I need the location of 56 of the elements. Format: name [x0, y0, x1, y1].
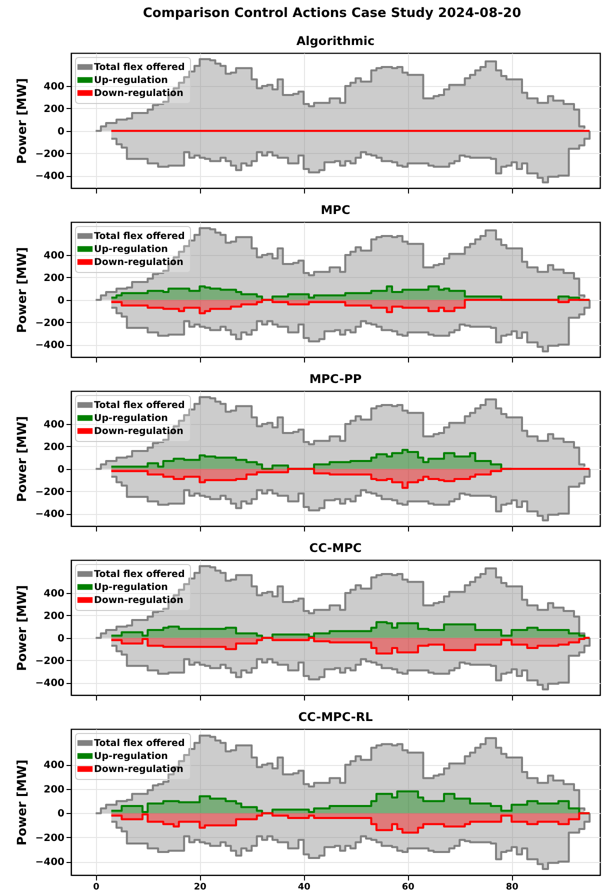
legend-label: Down-regulation: [94, 257, 184, 268]
legend-label: Down-regulation: [94, 595, 184, 606]
legend-label: Total flex offered: [94, 231, 185, 242]
legend-label: Total flex offered: [94, 738, 185, 749]
y-axis-title: Power [MW]: [14, 247, 30, 333]
y-tick-label: 400: [44, 420, 65, 431]
chart-title: Algorithmic: [296, 34, 375, 48]
x-tick-label: 60: [402, 882, 414, 892]
y-tick-label: −200: [35, 148, 65, 160]
y-tick-label: 0: [58, 126, 65, 138]
x-tick-label: 20: [194, 882, 206, 892]
y-tick-label: 200: [44, 442, 65, 453]
chart-title: MPC-PP: [309, 372, 362, 386]
chart-title: MPC: [320, 203, 350, 217]
y-tick-label: 400: [44, 82, 65, 93]
legend-label: Up-regulation: [94, 413, 168, 424]
y-tick-label: 200: [44, 784, 65, 796]
legend-label: Up-regulation: [94, 75, 168, 86]
y-tick-label: −200: [35, 318, 65, 329]
legend-label: Down-regulation: [94, 88, 184, 99]
y-axis-title: Power [MW]: [14, 78, 30, 164]
y-tick-label: 200: [44, 104, 65, 115]
chart-title: CC-MPC-RL: [298, 710, 374, 724]
legend-label: Total flex offered: [94, 569, 185, 580]
y-tick-label: 0: [58, 808, 65, 820]
legend-label: Up-regulation: [94, 582, 168, 593]
x-tick-label: 0: [93, 882, 100, 892]
y-tick-label: 200: [44, 610, 65, 622]
y-tick-label: 400: [44, 760, 65, 772]
chart-title: CC-MPC: [309, 541, 362, 555]
y-tick-label: 0: [58, 295, 65, 306]
y-tick-label: −400: [35, 857, 65, 868]
y-tick-label: 400: [44, 250, 65, 262]
legend-label: Up-regulation: [94, 244, 168, 255]
y-tick-label: −400: [35, 340, 65, 352]
text: Comparison Control Actions Case Study 2024-08-20: [142, 5, 522, 23]
x-tick-label: 40: [298, 882, 310, 892]
y-tick-label: −400: [35, 509, 65, 520]
y-tick-label: −200: [35, 832, 65, 844]
y-tick-label: 200: [44, 272, 65, 284]
legend-label: Up-regulation: [94, 751, 168, 762]
y-tick-label: 400: [44, 588, 65, 600]
y-tick-label: −200: [35, 486, 65, 498]
y-tick-label: 0: [58, 464, 65, 476]
y-tick-label: −200: [35, 656, 65, 667]
y-tick-label: −400: [35, 678, 65, 690]
legend-label: Total flex offered: [94, 62, 185, 73]
y-tick-label: 0: [58, 633, 65, 644]
y-tick-label: −400: [35, 171, 65, 182]
y-axis-title: Power [MW]: [14, 760, 30, 846]
x-tick-label: 80: [506, 882, 518, 892]
y-axis-title: Power [MW]: [14, 585, 30, 671]
legend-label: Down-regulation: [94, 426, 184, 437]
y-axis-title: Power [MW]: [14, 416, 30, 502]
legend-label: Down-regulation: [94, 764, 184, 775]
legend-label: Total flex offered: [94, 400, 185, 411]
